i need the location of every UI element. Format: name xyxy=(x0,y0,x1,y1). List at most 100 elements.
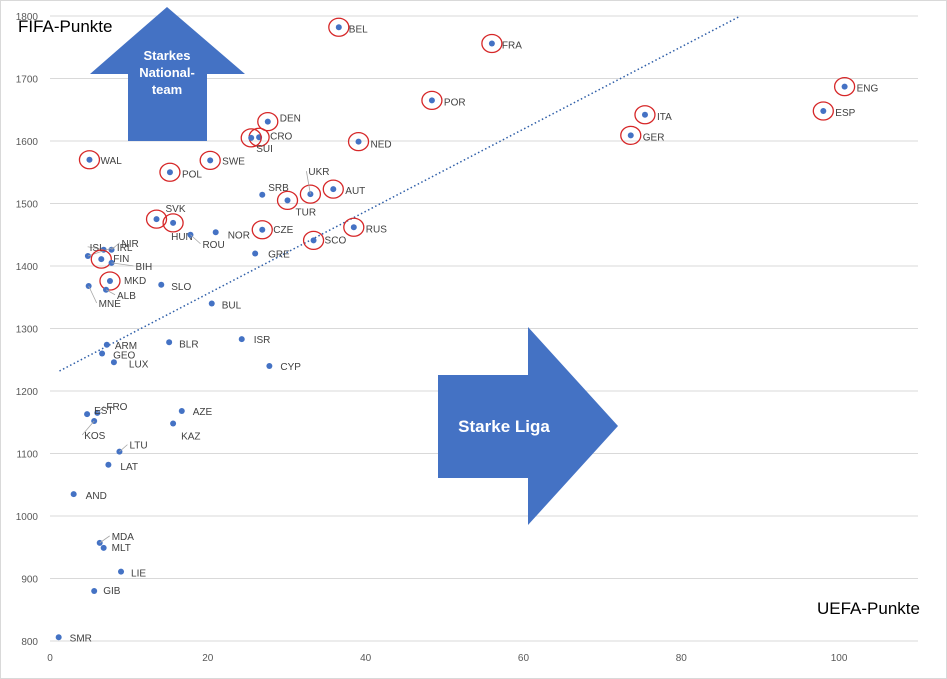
highlight-circle xyxy=(322,179,344,199)
point-label: BEL xyxy=(349,24,368,35)
data-point-fin: FIN xyxy=(90,249,129,269)
scatter-marker xyxy=(212,229,219,236)
point-label: HUN xyxy=(171,232,193,243)
scatter-marker xyxy=(103,341,110,348)
point-label: ROU xyxy=(202,240,224,251)
x-tick-label: 0 xyxy=(47,653,53,664)
annotation-arrows: Starkes National-team Starke Liga xyxy=(90,7,618,525)
scatter-marker xyxy=(166,339,173,346)
label-leader-line xyxy=(81,420,95,436)
y-tick-label: 1800 xyxy=(16,12,39,23)
scatter-marker xyxy=(248,134,255,141)
point-label: NOR xyxy=(228,230,250,241)
scatter-marker xyxy=(170,420,177,427)
data-point-lie: LIE xyxy=(118,568,146,580)
scatter-marker xyxy=(98,256,105,263)
scatter-marker xyxy=(641,111,648,118)
scatter-marker xyxy=(166,169,173,176)
x-axis-title: UEFA-Punkte xyxy=(817,599,920,618)
point-label: TUR xyxy=(296,207,317,218)
scatter-marker xyxy=(99,350,106,357)
arrow-up-strong-national-team xyxy=(90,7,245,141)
scatter-marker xyxy=(105,461,112,468)
data-point-alb: ALB xyxy=(103,286,136,302)
highlight-circle xyxy=(99,271,121,291)
x-tick-label: 80 xyxy=(676,653,688,664)
data-point-tur: TUR xyxy=(276,190,317,218)
data-point-mkd: MKD xyxy=(99,271,146,291)
data-point-fra: FRA xyxy=(481,33,522,54)
label-leader-line xyxy=(111,242,120,251)
y-tick-label: 1000 xyxy=(16,512,39,523)
highlight-circle xyxy=(251,220,273,240)
scatter-marker xyxy=(106,278,113,284)
scatter-marker xyxy=(259,191,266,198)
scatter-marker xyxy=(118,568,125,575)
y-tick-label: 1300 xyxy=(16,325,39,336)
data-point-sui: SUI xyxy=(240,128,273,155)
data-point-swe: SWE xyxy=(199,150,245,171)
point-label: SLO xyxy=(171,282,191,293)
data-point-kos: KOS xyxy=(81,418,106,442)
data-point-smr: SMR xyxy=(55,633,92,644)
data-point-slo: SLO xyxy=(158,281,191,293)
point-label: IRL xyxy=(117,243,133,254)
scatter-marker xyxy=(488,40,495,47)
scatter-marker xyxy=(284,197,291,204)
data-point-ger: GER xyxy=(620,125,665,146)
data-point-mlt: MLT xyxy=(100,543,131,554)
label-leader-line xyxy=(119,444,128,452)
data-point-kaz: KAZ xyxy=(170,420,201,443)
label-leader-line xyxy=(99,535,110,544)
scatter-marker xyxy=(100,544,107,551)
scatter-marker xyxy=(330,186,337,193)
highlight-circle xyxy=(343,217,365,237)
point-label: ISR xyxy=(254,335,271,346)
arrow-right-label: Starke Liga xyxy=(458,417,550,436)
data-point-rou: ROU xyxy=(187,231,225,251)
data-point-isl: ISL xyxy=(87,243,107,254)
data-points: BEL FRA ENG POR ESP ITA DEN GER CRO SUI NED WAL SWE P… xyxy=(55,17,879,644)
data-point-lat: LAT xyxy=(105,461,138,473)
point-label: AUT xyxy=(345,186,365,197)
scatter-marker xyxy=(110,359,117,366)
scatter-marker xyxy=(84,411,91,418)
point-label: GIB xyxy=(103,586,121,597)
point-label: GER xyxy=(643,132,665,143)
scatter-marker xyxy=(259,226,266,233)
point-label: SUI xyxy=(256,144,273,155)
point-label: ESP xyxy=(835,108,855,119)
point-label: EST xyxy=(94,406,113,417)
data-point-mne: MNE xyxy=(85,283,121,310)
highlight-circle xyxy=(78,150,101,170)
point-label: FIN xyxy=(113,254,129,265)
scatter-marker xyxy=(91,588,98,594)
y-axis-title: FIFA-Punkte xyxy=(18,17,112,36)
data-point-por: POR xyxy=(421,90,466,111)
data-point-srb: SRB xyxy=(259,183,289,198)
point-label: KOS xyxy=(84,431,105,442)
data-point-bih: BIH xyxy=(108,259,152,273)
data-point-aut: AUT xyxy=(322,179,365,199)
point-label: ALB xyxy=(117,291,136,302)
arrow-up-label-line: Starkes xyxy=(144,48,191,63)
point-label: MKD xyxy=(124,276,146,287)
data-point-geo: GEO xyxy=(99,350,136,362)
y-tick-label: 1700 xyxy=(16,75,39,86)
data-point-rus: RUS xyxy=(343,217,387,237)
label-leader-line xyxy=(88,285,98,304)
highlight-circle xyxy=(159,162,181,182)
label-leader-line xyxy=(105,289,116,296)
data-point-cyp: CYP xyxy=(266,362,301,373)
point-label: ITA xyxy=(657,112,672,123)
point-label: LUX xyxy=(129,359,149,370)
point-label: LTU xyxy=(129,441,147,452)
y-tick-label: 1500 xyxy=(16,200,39,211)
data-point-hun: HUN xyxy=(162,213,193,243)
point-label: FRO xyxy=(106,402,127,413)
scatter-marker xyxy=(207,157,214,164)
highlight-circle xyxy=(302,230,325,251)
data-point-sco: SCO xyxy=(302,230,346,251)
data-point-ltu: LTU xyxy=(116,441,148,455)
